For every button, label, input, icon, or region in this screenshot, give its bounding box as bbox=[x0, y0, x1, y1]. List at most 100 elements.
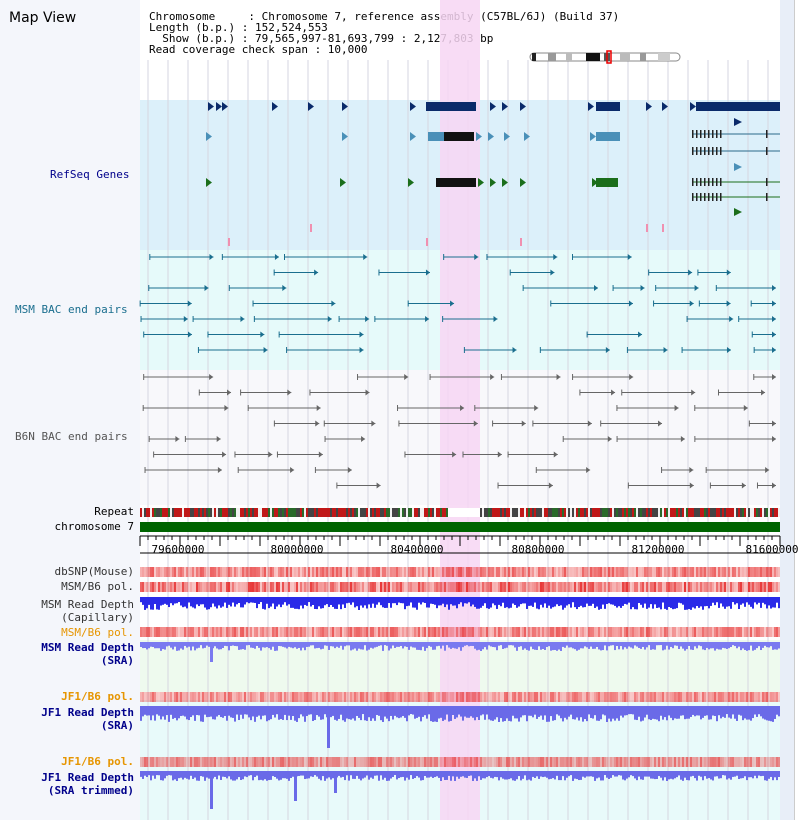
read-depth-bar bbox=[246, 771, 248, 778]
repeat-element bbox=[610, 508, 612, 517]
polymorphism-cell bbox=[744, 692, 746, 702]
track-label-jf1-b6-pol-2[interactable]: JF1/B6 pol. bbox=[61, 755, 134, 768]
read-depth-bar bbox=[298, 597, 300, 610]
track-label-jf1-read-depth-sra[interactable]: JF1 Read Depth (SRA) bbox=[41, 706, 134, 732]
polymorphism-cell bbox=[466, 627, 468, 637]
read-depth-bar bbox=[368, 642, 370, 650]
track-label-msm-bac[interactable]: MSM BAC end pairs bbox=[15, 303, 128, 316]
polymorphism-cell bbox=[374, 627, 376, 637]
read-depth-bar bbox=[240, 706, 242, 715]
read-depth-bar bbox=[696, 706, 698, 716]
polymorphism-cell bbox=[734, 757, 736, 767]
polymorphism-cell bbox=[506, 627, 508, 637]
bac-end-arrow bbox=[593, 285, 598, 291]
polymorphism-cell bbox=[350, 757, 352, 767]
polymorphism-cell bbox=[316, 582, 318, 592]
bac-end-arrow bbox=[209, 374, 214, 380]
polymorphism-cell bbox=[438, 757, 440, 767]
polymorphism-cell bbox=[698, 692, 700, 702]
read-depth-bar bbox=[688, 706, 690, 719]
gene-strand-arrow bbox=[206, 132, 212, 141]
polymorphism-cell bbox=[352, 627, 354, 637]
read-depth-bar bbox=[720, 642, 722, 650]
read-depth-bar bbox=[230, 597, 232, 607]
track-label-chromosome[interactable]: chromosome 7 bbox=[54, 520, 134, 533]
polymorphism-cell bbox=[640, 757, 642, 767]
polymorphism-cell bbox=[262, 627, 264, 637]
read-depth-bar bbox=[374, 597, 376, 608]
polymorphism-cell bbox=[760, 757, 762, 767]
track-label-msm-read-depth-sra[interactable]: MSM Read Depth (SRA) bbox=[41, 641, 134, 667]
read-depth-bar bbox=[314, 597, 316, 609]
polymorphism-cell bbox=[738, 567, 740, 577]
track-label-msm-b6-pol-1[interactable]: MSM/B6 pol. bbox=[61, 580, 134, 593]
read-depth-bar bbox=[222, 771, 224, 777]
repeat-element bbox=[544, 508, 546, 517]
track-label-msm-b6-pol-2[interactable]: MSM/B6 pol. bbox=[61, 626, 134, 639]
track-label-b6n-bac[interactable]: B6N BAC end pairs bbox=[15, 430, 128, 443]
polymorphism-cell bbox=[446, 567, 448, 577]
read-depth-bar bbox=[480, 597, 482, 608]
read-depth-bar bbox=[760, 706, 762, 717]
polymorphism-cell bbox=[282, 692, 284, 702]
read-depth-bar bbox=[776, 706, 778, 715]
polymorphism-cell bbox=[426, 627, 428, 637]
repeat-element bbox=[328, 508, 330, 517]
read-depth-bar bbox=[192, 597, 194, 608]
track-label-jf1-read-depth-trimmed[interactable]: JF1 Read Depth (SRA trimmed) bbox=[41, 771, 134, 797]
read-depth-bar bbox=[224, 706, 226, 717]
read-depth-bar bbox=[280, 771, 282, 780]
polymorphism-cell bbox=[384, 757, 386, 767]
track-label-jf1-b6-pol-1[interactable]: JF1/B6 pol. bbox=[61, 690, 134, 703]
polymorphism-cell bbox=[688, 582, 690, 592]
polymorphism-cell bbox=[206, 582, 208, 592]
track-label-msm-read-depth-capillary[interactable]: MSM Read Depth (Capillary) bbox=[41, 598, 134, 624]
polymorphism-cell bbox=[438, 582, 440, 592]
track-label-dbsnp[interactable]: dbSNP(Mouse) bbox=[54, 565, 134, 578]
polymorphism-cell bbox=[280, 692, 282, 702]
read-depth-bar bbox=[150, 706, 152, 721]
polymorphism-cell bbox=[742, 757, 744, 767]
read-depth-bar bbox=[564, 597, 566, 608]
read-depth-bar bbox=[200, 597, 202, 605]
read-depth-bar bbox=[556, 597, 558, 605]
repeat-element bbox=[172, 508, 174, 517]
polymorphism-cell bbox=[296, 627, 298, 637]
polymorphism-cell bbox=[326, 582, 328, 592]
polymorphism-cell bbox=[624, 757, 626, 767]
gene-exon bbox=[720, 178, 722, 186]
read-depth-bar bbox=[594, 597, 596, 608]
polymorphism-cell bbox=[246, 757, 248, 767]
polymorphism-cell bbox=[192, 627, 194, 637]
polymorphism-cell bbox=[158, 692, 160, 702]
track-label-repeat[interactable]: Repeat bbox=[94, 505, 134, 518]
read-depth-bar bbox=[448, 706, 450, 722]
read-depth-bar bbox=[368, 771, 370, 780]
read-depth-bar bbox=[206, 706, 208, 718]
repeat-element bbox=[376, 508, 378, 517]
polymorphism-cell bbox=[676, 692, 678, 702]
read-depth-bar bbox=[642, 771, 644, 780]
repeat-element bbox=[396, 508, 398, 517]
read-depth-bar bbox=[754, 642, 756, 650]
polymorphism-cell bbox=[656, 692, 658, 702]
bac-end-arrow bbox=[327, 316, 332, 322]
read-depth-bar bbox=[194, 642, 196, 651]
polymorphism-cell bbox=[504, 582, 506, 592]
polymorphism-cell bbox=[666, 627, 668, 637]
read-depth-bar bbox=[154, 771, 156, 779]
polymorphism-cell bbox=[556, 757, 558, 767]
track-label-refseq[interactable]: RefSeq Genes bbox=[50, 168, 130, 181]
polymorphism-cell bbox=[514, 627, 516, 637]
read-depth-bar bbox=[686, 771, 688, 781]
polymorphism-cell bbox=[224, 627, 226, 637]
gene-strand-arrow bbox=[410, 132, 416, 141]
read-depth-bar bbox=[638, 597, 640, 604]
gene-strand-arrow bbox=[208, 102, 214, 111]
polymorphism-cell bbox=[296, 692, 298, 702]
read-depth-bar bbox=[320, 597, 322, 609]
read-depth-bar bbox=[442, 642, 444, 646]
read-depth-bar bbox=[662, 771, 664, 781]
polymorphism-cell bbox=[608, 582, 610, 592]
